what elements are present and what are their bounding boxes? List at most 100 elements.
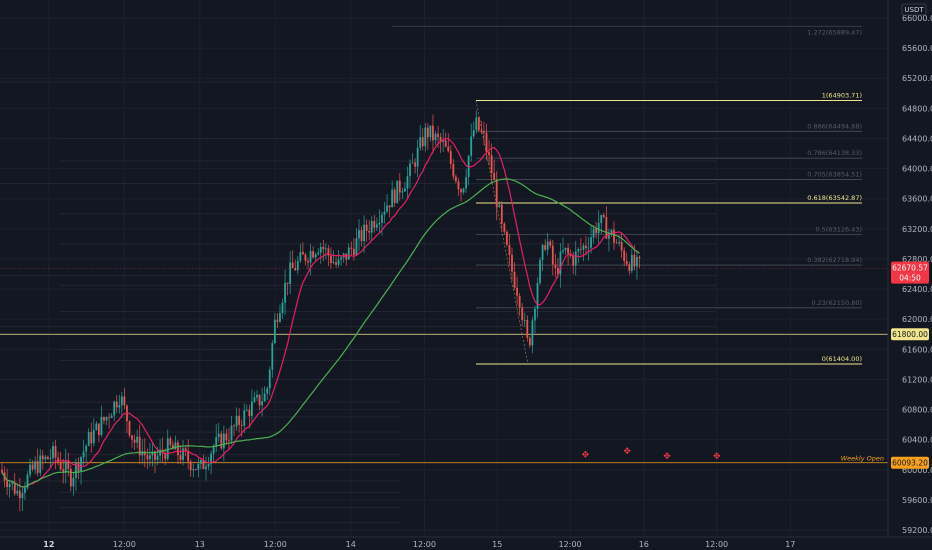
candle-body: [439, 136, 442, 142]
currency-badge[interactable]: USDT: [901, 3, 927, 16]
candle-body: [495, 179, 498, 207]
candle-body: [92, 430, 95, 444]
candle-body: [447, 146, 450, 152]
candle-body: [623, 250, 626, 262]
candle-body: [103, 417, 105, 421]
candle-body: [151, 451, 154, 456]
candle-body: [503, 223, 506, 232]
candle-body: [253, 397, 256, 402]
weekly-open-caption: Weekly Open: [841, 455, 884, 463]
y-tick-label: 64400.00: [902, 134, 932, 143]
candle-body: [205, 466, 207, 469]
candle-body: [82, 451, 85, 458]
candle-body: [302, 251, 304, 255]
fib-retracement[interactable]: 1(64903.71) 0.886(64494.88) 0.786(64138.33…: [0, 25, 862, 523]
candle-body: [281, 302, 284, 314]
y-tick-label: 65200.00: [902, 74, 932, 83]
candle-body: [317, 252, 320, 255]
candle-body: [166, 438, 169, 459]
fib-level-label: 0.5(63126.43): [816, 225, 862, 233]
candle-body: [327, 248, 330, 256]
fib-extension-label: 1.272(65889.47): [807, 28, 862, 36]
price-badge: [891, 328, 929, 341]
candle-body: [444, 140, 447, 147]
candle-body: [404, 188, 406, 192]
candle-body: [192, 469, 195, 471]
candle-body: [189, 461, 192, 471]
candle-body: [518, 295, 521, 308]
fib-level-label: 0.705(63854.51): [807, 171, 862, 179]
candle-body: [559, 251, 562, 275]
candle-body: [442, 140, 445, 142]
candle-body: [47, 456, 49, 460]
candle-body: [110, 415, 113, 419]
candle-body: [62, 469, 65, 472]
price-axis[interactable]: 66000.00 65600.00 65200.00 64800.00 64400.00…: [902, 14, 932, 535]
horizontal-lines[interactable]: Weekly Open: [0, 268, 888, 464]
candle-body: [1, 469, 3, 473]
candle-body: [358, 229, 360, 239]
candle-body: [67, 461, 70, 469]
candle-body: [243, 410, 246, 426]
candle-body: [154, 451, 156, 460]
candle-body: [409, 163, 411, 177]
y-tick-label: 64800.00: [902, 104, 932, 113]
moving-averages: [1, 137, 640, 488]
candle-body: [319, 246, 322, 253]
candle-body: [388, 205, 391, 208]
candle-body: [105, 417, 108, 421]
candle-body: [350, 247, 353, 249]
countdown-label: 04:50: [899, 274, 921, 283]
candle-body: [8, 483, 11, 488]
current-price-label: 62670.57: [892, 264, 928, 273]
fib-level-label: 0.23(62150.80): [811, 299, 862, 307]
candle-body: [174, 442, 177, 450]
candle-body: [100, 417, 103, 435]
candle-body: [149, 455, 151, 460]
candle-body: [141, 451, 144, 456]
candle-body: [549, 241, 552, 246]
candle-body: [146, 455, 149, 460]
candle-body: [64, 461, 67, 472]
candle-body: [347, 247, 350, 260]
candle-body: [164, 453, 167, 459]
candle-body: [564, 247, 567, 251]
candle-body: [273, 319, 276, 344]
candle-body: [391, 189, 394, 208]
x-tick-label: 16: [639, 540, 649, 549]
candle-body: [386, 205, 388, 212]
candle-body: [460, 189, 462, 193]
candle-body: [618, 241, 620, 244]
candle-body: [490, 155, 493, 173]
candle-body: [233, 425, 235, 427]
candle-body: [75, 462, 77, 478]
candle-body: [551, 245, 554, 265]
candle-body: [355, 238, 358, 255]
candle-body: [179, 455, 182, 460]
candle-body: [251, 401, 253, 416]
currency-label: USDT: [904, 6, 924, 14]
candle-body: [602, 214, 605, 217]
candle-body: [286, 282, 289, 284]
candle-body: [579, 248, 582, 250]
candle-body: [228, 440, 230, 442]
candle-body: [80, 457, 82, 472]
x-tick-label: 12: [43, 540, 54, 549]
candle-body: [187, 451, 190, 462]
candle-body: [625, 261, 628, 265]
candle-body: [613, 229, 615, 243]
fib-anchor-line: [475, 100, 529, 365]
candle-body: [434, 133, 437, 141]
candle-body: [592, 228, 595, 238]
time-axis[interactable]: 12 12:00 13 12:00 14 12:00 15 12:00 16 12:00 17: [43, 540, 795, 549]
cross-marker-icon: ✥: [623, 447, 631, 457]
candle-body: [194, 469, 197, 470]
y-tick-label: 60400.00: [902, 436, 932, 445]
candle-body: [557, 267, 559, 275]
candle-body: [421, 137, 424, 147]
candle-body: [536, 283, 539, 309]
fib-level-label: 0(61404.00): [822, 355, 862, 363]
candle-body: [370, 221, 373, 233]
